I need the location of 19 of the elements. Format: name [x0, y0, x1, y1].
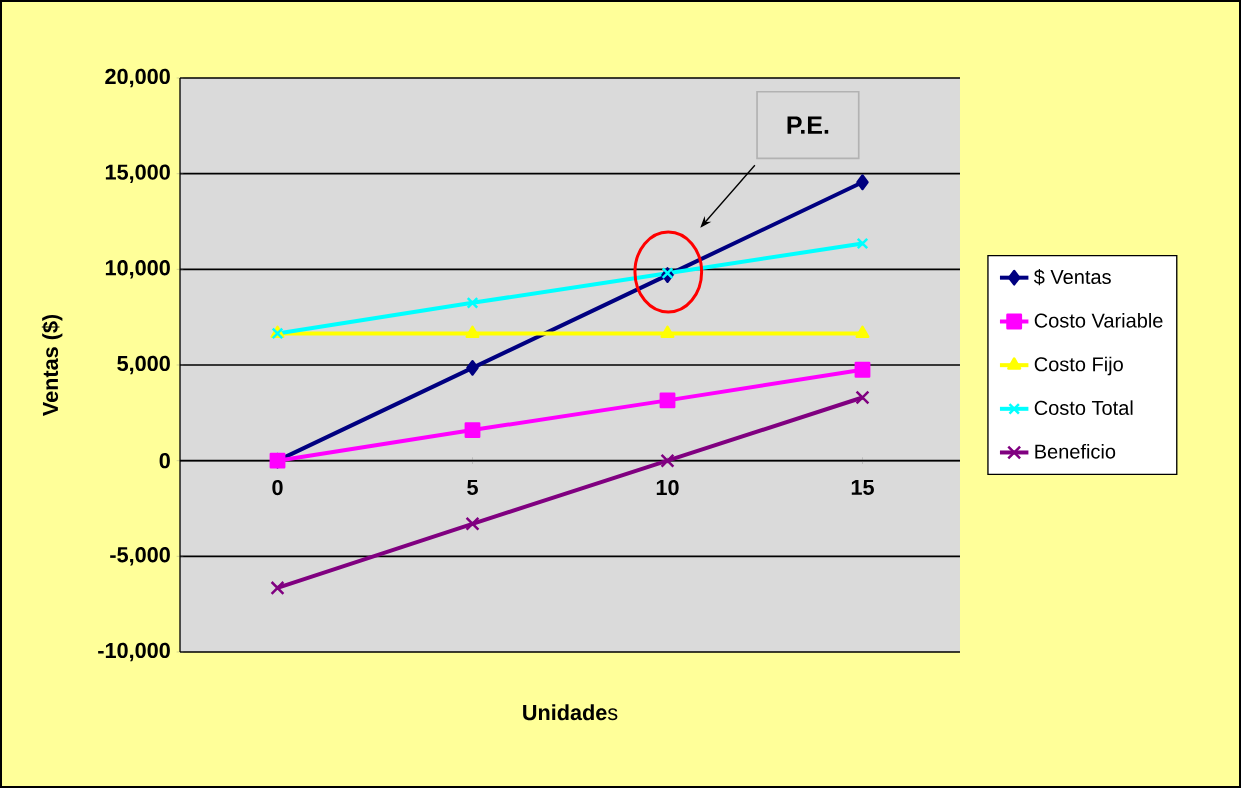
x-axis-title: Unidades [523, 704, 618, 721]
y-tick-label: 15,000 [105, 164, 170, 183]
annotation: P.E. [787, 116, 829, 134]
y-tick-label: 5,000 [117, 355, 170, 375]
legend-label: Costo Variable [1034, 313, 1163, 328]
y-tick-label: -10,000 [98, 642, 170, 662]
y-tick-label: -5,000 [110, 547, 170, 566]
x-tick-label: 0 [272, 479, 283, 496]
x-tick-label: 5 [467, 479, 478, 495]
legend-label: $ Ventas [1033, 269, 1111, 286]
x-tick-label: 15 [851, 479, 874, 495]
y-tick-label: 20,000 [105, 68, 170, 88]
y-tick-label: 0 [159, 452, 170, 469]
x-tick-label: 10 [656, 479, 679, 496]
legend-label: Costo Fijo [1034, 356, 1123, 376]
y-tick-label: 10,000 [105, 260, 170, 279]
legend-label: Costo Total [1034, 400, 1133, 415]
y-axis-title: Ventas ($) [41, 314, 63, 417]
legend-label: Beneficio [1035, 443, 1116, 459]
